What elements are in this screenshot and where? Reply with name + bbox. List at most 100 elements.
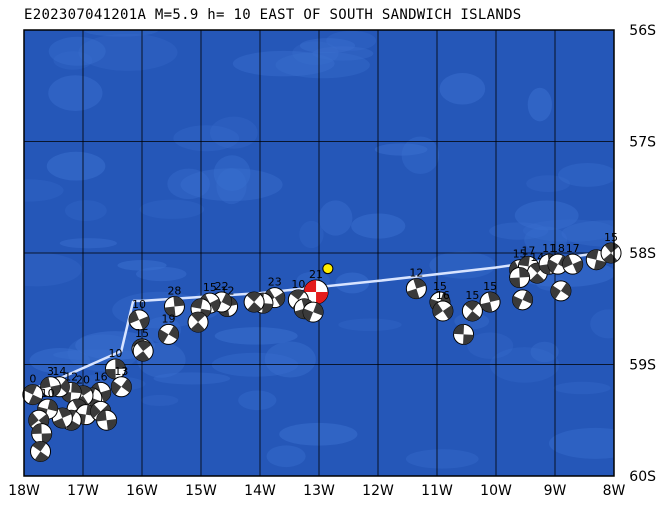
bathymetry-patch bbox=[467, 332, 514, 359]
bathymetry-patch bbox=[558, 162, 614, 187]
map-frame bbox=[23, 29, 615, 477]
event-depth-label: 15 bbox=[483, 280, 497, 293]
bathymetry-patch bbox=[299, 38, 356, 54]
focal-mechanism bbox=[512, 289, 534, 311]
bathymetry-patch bbox=[153, 372, 231, 385]
bathymetry-patch bbox=[527, 87, 552, 122]
bathymetry-patch bbox=[374, 143, 428, 156]
bathymetry-patch bbox=[405, 449, 479, 469]
bathymetry-patch bbox=[312, 46, 374, 61]
bathymetry-patch bbox=[299, 220, 324, 249]
focal-mechanism: 0 bbox=[22, 373, 44, 406]
bathymetry-patch bbox=[213, 155, 251, 192]
event-depth-label: 22 bbox=[215, 280, 229, 293]
focal-mechanism: 15 bbox=[461, 289, 483, 322]
lat-tick-label: 58S bbox=[629, 246, 656, 262]
focal-mechanism: 13 bbox=[110, 365, 132, 398]
lat-tick-label: 60S bbox=[629, 469, 656, 485]
lat-tick-label: 59S bbox=[629, 358, 656, 374]
event-depth-label: 19 bbox=[162, 312, 176, 325]
focal-mechanism bbox=[132, 340, 154, 362]
event-depth-label: 15 bbox=[604, 231, 618, 244]
lon-tick-label: 14W bbox=[244, 483, 276, 499]
bathymetry-patch bbox=[553, 381, 611, 395]
lon-tick-label: 16W bbox=[126, 483, 158, 499]
bathymetry-patch bbox=[514, 200, 579, 231]
bathymetry-patch bbox=[84, 30, 159, 37]
lon-tick-label: 17W bbox=[67, 483, 99, 499]
bathymetry-patch bbox=[24, 179, 64, 202]
lat-lon-grid bbox=[24, 30, 614, 476]
event-depth-label: 15 bbox=[135, 327, 149, 340]
lon-tick-label: 18W bbox=[8, 483, 40, 499]
bathymetry-patch bbox=[209, 116, 258, 149]
event-depth-label: 15 bbox=[433, 280, 447, 293]
latitude-labels: 56S 57S 58S 59S 60S bbox=[629, 23, 656, 485]
lon-tick-label: 11W bbox=[421, 483, 453, 499]
focal-mechanism: 15 bbox=[479, 280, 501, 313]
bathymetry-patch bbox=[59, 238, 117, 249]
bathymetry-patch bbox=[216, 168, 247, 205]
bathymetry-patch bbox=[140, 394, 179, 406]
lon-tick-label: 13W bbox=[303, 483, 335, 499]
bathymetry-patch bbox=[590, 309, 614, 339]
focal-mechanism: 10 bbox=[128, 298, 150, 331]
bathymetry-patch bbox=[522, 219, 614, 242]
event-depth-label: 10 bbox=[108, 347, 122, 360]
event-depth-label: 17 bbox=[566, 242, 580, 255]
bathymetry-patch bbox=[48, 75, 103, 112]
bathymetry-patch bbox=[489, 347, 560, 383]
focal-mechanism: 15 bbox=[600, 231, 622, 264]
bathymetry-patch bbox=[439, 73, 486, 105]
event-depth-label: 20 bbox=[76, 374, 90, 387]
event-depth-label: 15 bbox=[203, 281, 217, 294]
focal-mechanism: 28 bbox=[163, 285, 185, 318]
event-depth-label: 18 bbox=[551, 242, 565, 255]
bathymetry-patch bbox=[561, 220, 614, 247]
bathymetry-patch bbox=[53, 51, 93, 70]
bathymetry-patch bbox=[318, 200, 353, 236]
focal-mechanism: 17 bbox=[562, 242, 584, 275]
bathymetry-patch bbox=[167, 168, 210, 200]
event-depth-label: 13 bbox=[114, 365, 128, 378]
focal-mechanism bbox=[302, 301, 324, 323]
focal-mechanism bbox=[509, 267, 531, 289]
bathymetry-patch bbox=[232, 50, 335, 77]
lon-tick-label: 10W bbox=[480, 483, 512, 499]
event-depth-label: 17 bbox=[521, 244, 535, 257]
bathymetry-patch bbox=[29, 347, 90, 374]
event-depth-label: 14 bbox=[52, 365, 66, 378]
lon-tick-label: 9W bbox=[544, 483, 567, 499]
event-depth-label: 28 bbox=[167, 285, 181, 298]
event-depth-label: 10 bbox=[132, 298, 146, 311]
main-event-mechanism: 21 bbox=[303, 268, 329, 305]
focal-mechanism bbox=[96, 409, 118, 431]
lon-tick-label: 12W bbox=[362, 483, 394, 499]
event-depth-label: 10 bbox=[41, 387, 55, 400]
event-depth-label: 16 bbox=[94, 370, 108, 383]
focal-mechanisms: 2110231222152819101510131620121430101215… bbox=[22, 231, 622, 462]
event-depth-label: 23 bbox=[268, 276, 282, 289]
event-depth-label: 10 bbox=[291, 278, 305, 291]
bathymetry-patch bbox=[275, 51, 370, 79]
bathymetry-patch bbox=[46, 151, 106, 181]
focal-mechanism bbox=[550, 280, 572, 302]
bathymetry-patch bbox=[266, 445, 306, 468]
bathymetry-patch bbox=[139, 199, 205, 219]
lat-tick-label: 57S bbox=[629, 135, 656, 151]
bathymetry-patch bbox=[548, 427, 614, 459]
focal-mechanism: 19 bbox=[158, 312, 180, 345]
event-depth-label: 11 bbox=[542, 242, 556, 255]
bathymetry-patch bbox=[264, 341, 316, 378]
bathymetry-patch bbox=[489, 222, 549, 240]
bathymetry-patch bbox=[180, 168, 283, 202]
focal-mechanism: 16 bbox=[432, 289, 454, 322]
bathymetry-patch bbox=[53, 349, 146, 361]
lon-tick-label: 15W bbox=[185, 483, 217, 499]
bathymetry-patch bbox=[338, 318, 402, 332]
event-depth-label: 21 bbox=[309, 268, 323, 281]
bathymetry-patch bbox=[238, 390, 277, 411]
focal-mechanism bbox=[187, 311, 209, 333]
focal-mechanism bbox=[453, 323, 475, 345]
